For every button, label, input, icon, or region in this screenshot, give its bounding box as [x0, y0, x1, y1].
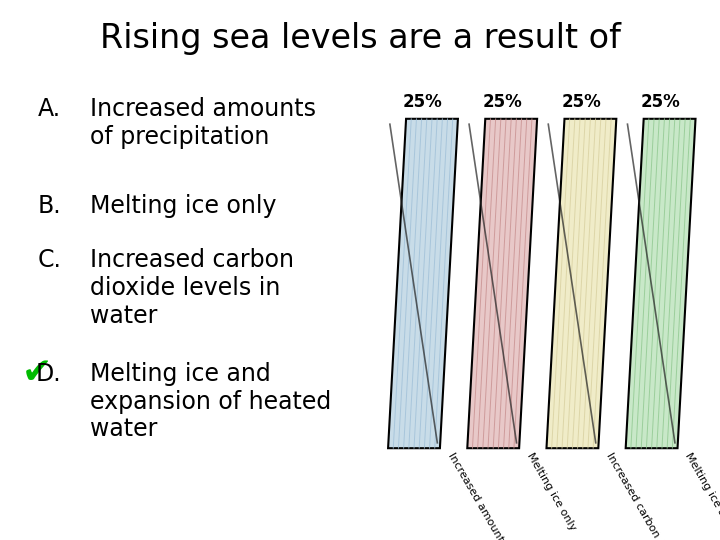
Text: B.: B. — [37, 194, 61, 218]
Text: Melting ice and
expansion of heated
water: Melting ice and expansion of heated wate… — [90, 362, 331, 441]
Text: 25%: 25% — [482, 93, 522, 111]
Text: 25%: 25% — [403, 93, 443, 111]
Polygon shape — [388, 119, 458, 448]
Text: 25%: 25% — [641, 93, 680, 111]
Text: Melting ice and expansion of heated water: Melting ice and expansion of heated wate… — [683, 451, 720, 540]
Text: Increased carbon dioxide levels in water: Increased carbon dioxide levels in water — [604, 451, 720, 540]
Polygon shape — [626, 119, 696, 448]
Text: Melting ice only: Melting ice only — [525, 451, 577, 532]
Text: D.: D. — [35, 362, 61, 386]
Text: ✔: ✔ — [22, 356, 52, 390]
Polygon shape — [467, 119, 537, 448]
Text: Increased amounts of precipitation: Increased amounts of precipitation — [446, 451, 552, 540]
Text: Rising sea levels are a result of: Rising sea levels are a result of — [99, 22, 621, 55]
Text: Increased carbon
dioxide levels in
water: Increased carbon dioxide levels in water — [90, 248, 294, 328]
Text: Increased amounts
of precipitation: Increased amounts of precipitation — [90, 97, 316, 149]
Text: Melting ice only: Melting ice only — [90, 194, 276, 218]
Text: A.: A. — [38, 97, 61, 121]
Text: 25%: 25% — [562, 93, 601, 111]
Polygon shape — [546, 119, 616, 448]
Text: C.: C. — [37, 248, 61, 272]
